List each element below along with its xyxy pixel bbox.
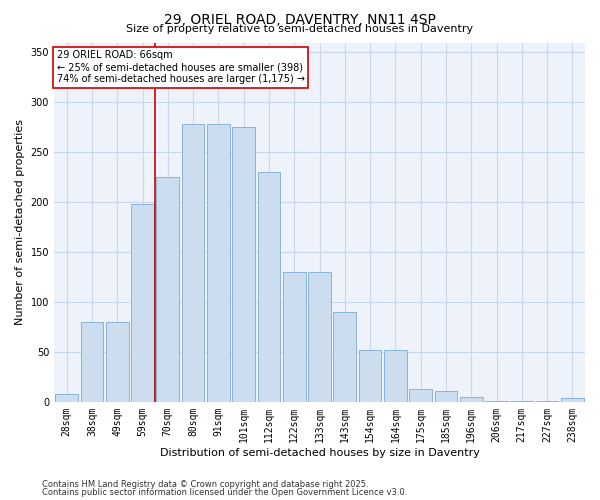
Bar bbox=[80, 322, 103, 402]
Bar bbox=[384, 350, 407, 402]
Bar bbox=[283, 272, 305, 402]
Bar bbox=[561, 398, 584, 402]
Bar bbox=[106, 322, 128, 402]
Text: Contains HM Land Registry data © Crown copyright and database right 2025.: Contains HM Land Registry data © Crown c… bbox=[42, 480, 368, 489]
Bar bbox=[434, 391, 457, 402]
Bar bbox=[182, 124, 205, 402]
Text: 29 ORIEL ROAD: 66sqm
← 25% of semi-detached houses are smaller (398)
74% of semi: 29 ORIEL ROAD: 66sqm ← 25% of semi-detac… bbox=[56, 50, 305, 84]
Bar bbox=[55, 394, 78, 402]
X-axis label: Distribution of semi-detached houses by size in Daventry: Distribution of semi-detached houses by … bbox=[160, 448, 479, 458]
Bar bbox=[460, 397, 482, 402]
Bar bbox=[334, 312, 356, 402]
Bar bbox=[359, 350, 382, 402]
Bar bbox=[536, 401, 559, 402]
Bar bbox=[485, 401, 508, 402]
Text: Contains public sector information licensed under the Open Government Licence v3: Contains public sector information licen… bbox=[42, 488, 407, 497]
Bar bbox=[131, 204, 154, 402]
Bar bbox=[511, 401, 533, 402]
Y-axis label: Number of semi-detached properties: Number of semi-detached properties bbox=[15, 119, 25, 325]
Bar bbox=[232, 128, 255, 402]
Bar bbox=[308, 272, 331, 402]
Bar bbox=[157, 178, 179, 402]
Text: 29, ORIEL ROAD, DAVENTRY, NN11 4SP: 29, ORIEL ROAD, DAVENTRY, NN11 4SP bbox=[164, 12, 436, 26]
Bar bbox=[257, 172, 280, 402]
Bar bbox=[409, 389, 432, 402]
Text: Size of property relative to semi-detached houses in Daventry: Size of property relative to semi-detach… bbox=[127, 24, 473, 34]
Bar bbox=[207, 124, 230, 402]
